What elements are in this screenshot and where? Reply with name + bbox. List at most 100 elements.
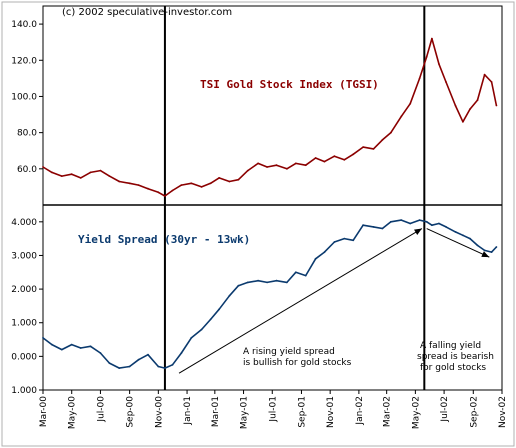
rising-note-line2: is bullish for gold stocks <box>243 358 352 368</box>
tgsi-point <box>200 186 203 188</box>
tgsi-point <box>400 115 403 118</box>
yield-spread-point <box>137 358 140 361</box>
yield-spread-point <box>409 222 412 225</box>
yield-spread-line <box>42 219 497 369</box>
yield-spread-point <box>333 241 336 243</box>
tgsi-point <box>266 166 268 168</box>
bottom-y-axis: 4.000 3.000 2.000 1.000 0.000 1.000 <box>11 218 43 396</box>
tgsi-point <box>490 81 493 83</box>
yield-spread-point <box>128 365 131 368</box>
yield-spread-point <box>180 352 183 354</box>
top-y-axis: 140.0 120.0 100.0 80.0 60.0 <box>11 20 43 175</box>
yield-spread-point <box>246 281 249 284</box>
yield-spread-point <box>431 224 433 227</box>
yield-spread-point <box>171 363 174 366</box>
tgsi-point <box>237 178 240 181</box>
tgsi-point <box>108 175 111 178</box>
yield-spread-point <box>79 347 82 349</box>
tgsi-point <box>438 63 440 65</box>
yield-spread-title: Yield Spread (30yr - 13wk) <box>78 233 250 246</box>
tgsi-point <box>70 173 73 176</box>
tgsi-point <box>333 155 336 158</box>
tgsi-point <box>257 162 259 165</box>
tgsi-point <box>294 162 297 165</box>
copyright-text: (c) 2002 speculative-investor.com <box>62 7 232 18</box>
tgsi-point <box>445 81 447 83</box>
x-tick-label: Jan-02 <box>355 396 365 426</box>
tgsi-point <box>275 164 278 167</box>
tgsi-point <box>409 102 412 105</box>
yield-spread-point <box>445 226 447 228</box>
annotation-arrow-line <box>426 228 490 258</box>
yield-spread-point <box>483 249 486 252</box>
yield-spread-series <box>42 219 498 369</box>
yield-spread-point <box>51 343 53 346</box>
top-y-tick-label: 120.0 <box>11 56 37 66</box>
tgsi-point <box>425 55 428 58</box>
tgsi-line <box>42 37 498 197</box>
tgsi-point <box>372 148 375 150</box>
x-tick-label: Nov-01 <box>326 396 336 428</box>
tgsi-point <box>164 195 166 197</box>
top-y-tick-label: 60.0 <box>17 165 37 175</box>
yield-spread-point <box>294 271 297 274</box>
tgsi-point <box>180 184 183 187</box>
tgsi-point <box>381 139 384 141</box>
bottom-y-tick-label: 1.000 <box>11 319 37 329</box>
yield-spread-point <box>157 365 160 368</box>
bottom-y-tick-label: 0.000 <box>11 352 37 362</box>
tgsi-point <box>352 153 355 156</box>
yield-spread-point <box>381 227 384 230</box>
falling-note-line1: A falling yield <box>420 341 481 351</box>
rising-note-line1: A rising yield spread <box>243 347 335 357</box>
top-y-tick-label: 100.0 <box>11 92 37 102</box>
yield-spread-point <box>60 348 63 351</box>
yield-spread-point <box>352 239 355 242</box>
yield-spread-point <box>372 226 375 228</box>
falling-note-line2: spread is bearish <box>417 352 494 362</box>
tgsi-series <box>42 37 498 197</box>
tgsi-point <box>418 77 421 80</box>
tgsi-title: TSI Gold Stock Index (TGSI) <box>200 78 379 91</box>
yield-spread-point <box>314 257 317 260</box>
tgsi-point <box>218 177 221 179</box>
tgsi-point <box>157 191 160 194</box>
tgsi-point <box>483 73 486 76</box>
tgsi-point <box>246 169 249 172</box>
bottom-y-tick-label: 1.000 <box>11 386 37 396</box>
x-tick-label: Jul-02 <box>440 396 450 423</box>
tgsi-point <box>51 171 53 174</box>
tgsi-point <box>42 166 44 168</box>
yield-spread-point <box>490 251 493 254</box>
yield-spread-point <box>390 220 392 223</box>
tgsi-point <box>343 158 346 161</box>
yield-spread-point <box>108 362 111 364</box>
annotation-arrow-line <box>178 228 423 374</box>
top-y-tick-label: 140.0 <box>11 20 37 30</box>
yield-spread-point <box>237 284 240 287</box>
bottom-y-tick-label: 3.000 <box>11 251 37 261</box>
x-tick-label: Sep-01 <box>297 396 307 428</box>
x-tick-label: Sep-02 <box>469 396 479 428</box>
yield-spread-point <box>218 308 221 311</box>
tgsi-point <box>495 104 498 107</box>
yield-spread-point <box>286 281 288 284</box>
tgsi-point <box>469 108 471 110</box>
x-tick-label: Jul-00 <box>96 396 106 423</box>
tgsi-point <box>362 146 364 149</box>
x-axis: Mar-00 May-00 Jul-00 Sep-00 Nov-00 Jan-01 Mar-… <box>39 390 508 429</box>
yield-spread-point <box>228 294 231 297</box>
tgsi-point <box>476 99 479 101</box>
yield-spread-point <box>438 222 440 225</box>
yield-spread-point <box>343 237 346 240</box>
yield-spread-point <box>89 345 92 348</box>
yield-spread-point <box>99 352 102 354</box>
tgsi-point <box>118 180 121 183</box>
tgsi-point <box>228 180 231 183</box>
annotation-arrows <box>178 228 490 374</box>
tgsi-point <box>431 37 433 40</box>
annotation-arrow-head <box>414 228 422 235</box>
yield-spread-point <box>454 231 457 233</box>
x-tick-label: Mar-01 <box>211 396 221 427</box>
